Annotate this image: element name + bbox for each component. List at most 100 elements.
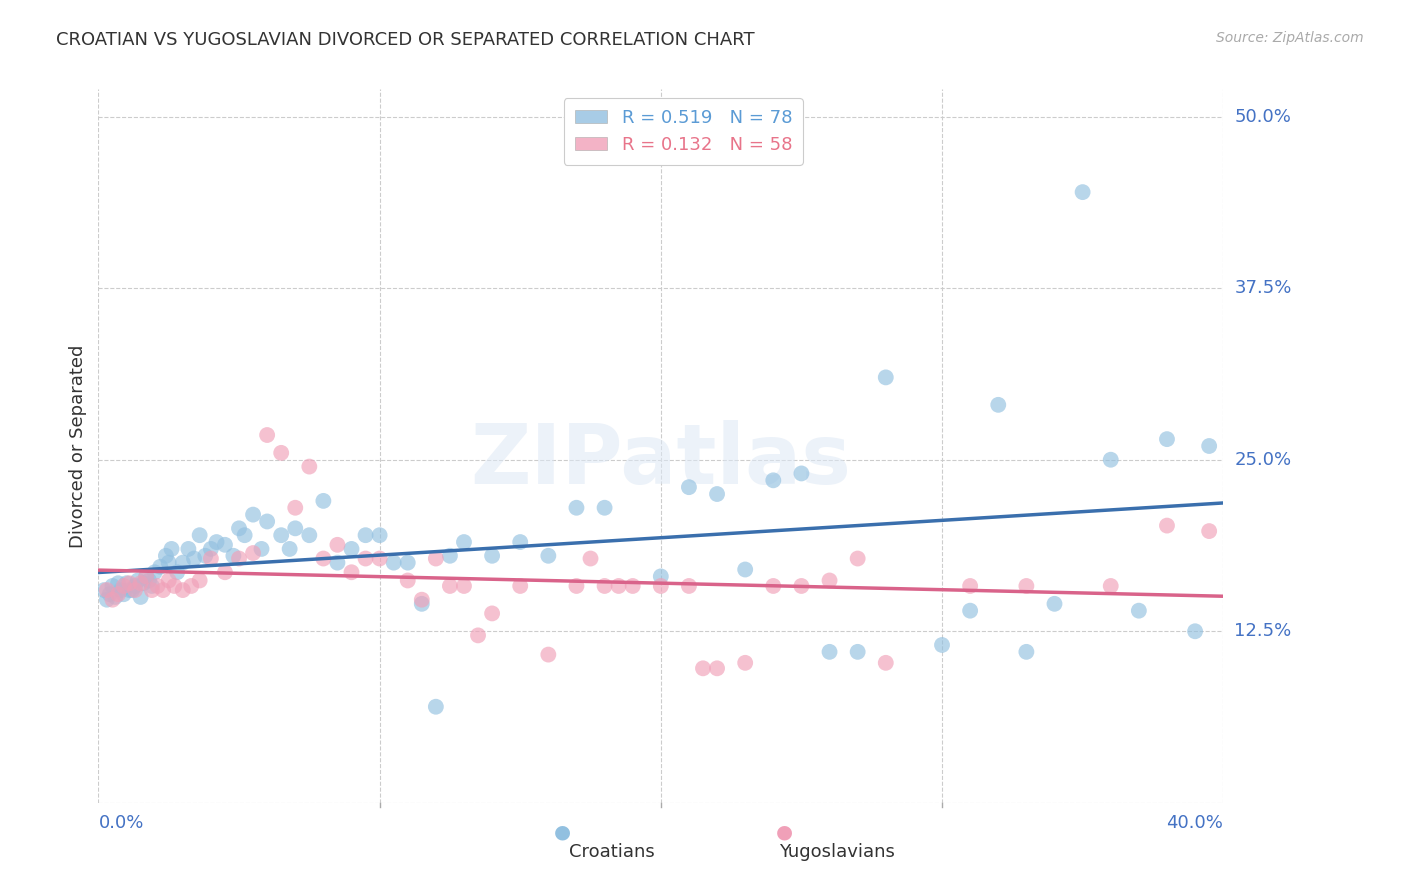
Point (166, 566, 188, 580)
Text: 37.5%: 37.5% (1234, 279, 1292, 297)
Point (875, 370, 897, 384)
Point (121, 583, 143, 598)
Point (931, 638, 953, 652)
Point (242, 546, 264, 560)
Text: 40.0%: 40.0% (1167, 814, 1223, 831)
Point (565, 500, 588, 515)
Point (734, 656, 756, 670)
Point (340, 541, 363, 556)
Point (183, 551, 205, 566)
Text: Source: ZipAtlas.com: Source: ZipAtlas.com (1216, 31, 1364, 45)
Point (101, 592, 124, 607)
Point (650, 579, 672, 593)
Text: ●: ● (554, 822, 571, 842)
Point (138, 574, 160, 588)
Point (1198, 524, 1220, 538)
Point (132, 576, 155, 591)
Point (155, 549, 177, 563)
Point (188, 528, 211, 542)
Point (481, 607, 503, 621)
Text: 25.0%: 25.0% (1234, 450, 1292, 468)
Point (194, 549, 217, 563)
Point (135, 569, 157, 583)
Point (734, 562, 756, 576)
Point (467, 628, 489, 642)
Point (112, 579, 135, 593)
Point (256, 428, 278, 442)
Point (124, 583, 146, 598)
Point (565, 579, 588, 593)
Point (354, 528, 377, 542)
Point (312, 551, 335, 566)
Point (107, 576, 129, 591)
Point (110, 583, 132, 598)
Text: 50.0%: 50.0% (1234, 108, 1291, 126)
Point (104, 590, 127, 604)
Point (242, 508, 264, 522)
Point (607, 579, 630, 593)
Point (270, 528, 292, 542)
Point (312, 494, 335, 508)
Point (453, 535, 475, 549)
Point (678, 480, 700, 494)
Point (987, 398, 1010, 412)
Point (222, 549, 245, 563)
Point (762, 579, 785, 593)
Point (1156, 518, 1178, 533)
Point (439, 549, 461, 563)
Point (959, 579, 981, 593)
Point (439, 579, 461, 593)
Point (298, 528, 321, 542)
Point (214, 566, 236, 580)
Point (200, 551, 222, 566)
Point (1099, 579, 1122, 593)
Text: Croatians: Croatians (569, 843, 654, 861)
Text: ●: ● (776, 822, 793, 842)
Point (98, 587, 121, 601)
Y-axis label: Divorced or Separated: Divorced or Separated (69, 344, 87, 548)
Point (411, 592, 433, 607)
Point (790, 579, 813, 593)
Point (284, 521, 307, 535)
Point (127, 574, 149, 588)
Point (172, 556, 194, 570)
Point (959, 604, 981, 618)
Point (481, 549, 503, 563)
Point (621, 579, 644, 593)
Point (593, 579, 616, 593)
Point (1043, 597, 1066, 611)
Point (368, 528, 391, 542)
Point (228, 551, 250, 566)
Point (425, 551, 447, 566)
Point (706, 661, 728, 675)
Point (650, 569, 672, 583)
Point (411, 597, 433, 611)
Point (453, 579, 475, 593)
Point (382, 556, 405, 570)
Point (1198, 439, 1220, 453)
Point (96, 583, 118, 598)
Point (129, 590, 152, 604)
Point (579, 551, 602, 566)
Point (146, 579, 169, 593)
Point (1015, 645, 1038, 659)
Point (152, 583, 174, 598)
Point (124, 579, 146, 593)
Point (593, 500, 616, 515)
Point (509, 579, 531, 593)
Point (1128, 604, 1150, 618)
Point (141, 583, 163, 598)
Point (1156, 432, 1178, 446)
Point (537, 549, 560, 563)
Point (678, 579, 700, 593)
Point (250, 541, 273, 556)
Point (228, 521, 250, 535)
Point (396, 574, 419, 588)
Point (846, 551, 869, 566)
Point (163, 579, 186, 593)
Point (118, 583, 141, 598)
Point (118, 576, 141, 591)
Point (368, 551, 391, 566)
Point (278, 541, 301, 556)
Point (172, 583, 194, 598)
